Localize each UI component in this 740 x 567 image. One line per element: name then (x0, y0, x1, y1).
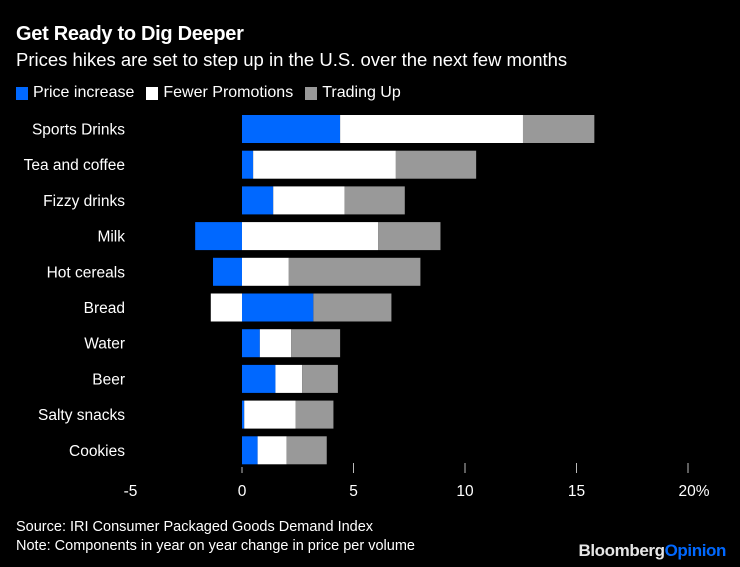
brand-bloomberg: Bloomberg (578, 541, 665, 560)
x-tick-label: -5 (124, 483, 138, 500)
x-tick-label: 5 (349, 483, 358, 500)
bar-sports-drinks-trading-up (522, 115, 595, 143)
category-label: Cookies (69, 443, 125, 460)
bar-water-price-increase (242, 329, 260, 358)
bar-cookies-trading-up (286, 436, 327, 465)
x-tick-label: 0 (238, 483, 247, 500)
category-label: Tea and coffee (24, 157, 125, 174)
bar-tea-and-coffee-fewer-promotions (253, 150, 396, 179)
legend-swatch-trading-up (305, 86, 318, 100)
bar-hot-cereals-price-increase (213, 257, 242, 286)
bar-sports-drinks-price-increase (242, 115, 341, 143)
source-note: Source: IRI Consumer Packaged Goods Dema… (16, 519, 374, 535)
category-label: Water (84, 336, 125, 353)
x-axis: -5 0 5 10 15 20% (124, 463, 710, 500)
bar-beer-trading-up (302, 364, 338, 393)
bar-salty-snacks-fewer-promotions (244, 400, 296, 429)
bars-group (195, 115, 595, 465)
bar-bread-price-increase (242, 293, 314, 322)
legend-label: Price increase (33, 84, 135, 101)
bar-milk-price-increase (195, 222, 242, 251)
x-tick-label: 15 (568, 483, 585, 500)
bar-tea-and-coffee-trading-up (395, 150, 477, 179)
bar-milk-trading-up (378, 222, 441, 251)
footer: Source: IRI Consumer Packaged Goods Dema… (16, 518, 415, 556)
bar-cookies-fewer-promotions (257, 436, 287, 465)
legend-swatch-price-increase (16, 86, 28, 100)
bar-hot-cereals-fewer-promotions (242, 257, 289, 286)
bar-tea-and-coffee-price-increase (242, 150, 254, 179)
bloomberg-opinion-logo: BloombergOpinion (578, 541, 726, 561)
category-label: Hot cereals (47, 264, 126, 281)
bar-hot-cereals-trading-up (288, 257, 421, 286)
bar-beer-fewer-promotions (275, 364, 303, 393)
bar-milk-fewer-promotions (242, 222, 379, 251)
bar-fizzy-drinks-trading-up (344, 186, 405, 215)
category-label: Fizzy drinks (43, 193, 125, 210)
bar-water-fewer-promotions (259, 329, 292, 358)
bar-salty-snacks-trading-up (295, 400, 334, 429)
bar-beer-price-increase (242, 364, 276, 393)
category-label: Salty snacks (38, 407, 125, 424)
bar-fizzy-drinks-price-increase (242, 186, 274, 215)
category-label: Sports Drinks (32, 122, 125, 139)
x-tick-label: 20% (678, 483, 709, 500)
legend-swatch-fewer-promotions (146, 86, 159, 100)
legend-item-fewer-promotions: Fewer Promotions (146, 84, 293, 102)
legend-label: Fewer Promotions (163, 84, 294, 101)
bar-bread-fewer-promotions (210, 293, 242, 322)
bar-fizzy-drinks-fewer-promotions (273, 186, 345, 215)
category-label: Bread (84, 300, 125, 317)
bar-salty-snacks-price-increase (242, 400, 245, 429)
brand-opinion: Opinion (664, 541, 727, 560)
legend-label: Trading Up (322, 84, 401, 101)
methodology-note: Note: Components in year on year change … (16, 538, 415, 554)
category-labels: Sports Drinks Tea and coffee Fizzy drinks M… (24, 122, 126, 460)
bar-sports-drinks-fewer-promotions (340, 115, 523, 143)
bar-bread-trading-up (313, 293, 392, 322)
bar-cookies-price-increase (242, 436, 258, 465)
x-tick-label: 10 (456, 483, 474, 500)
bar-water-trading-up (291, 329, 341, 358)
category-label: Beer (92, 371, 125, 388)
legend-item-price-increase: Price increase (16, 84, 134, 102)
category-label: Milk (97, 229, 125, 246)
legend: Price increase Fewer Promotions Trading … (16, 84, 401, 102)
chart-title: Get Ready to Dig Deeper (16, 23, 244, 45)
legend-item-trading-up: Trading Up (305, 84, 401, 102)
chart-subtitle: Prices hikes are set to step up in the U… (16, 49, 568, 70)
